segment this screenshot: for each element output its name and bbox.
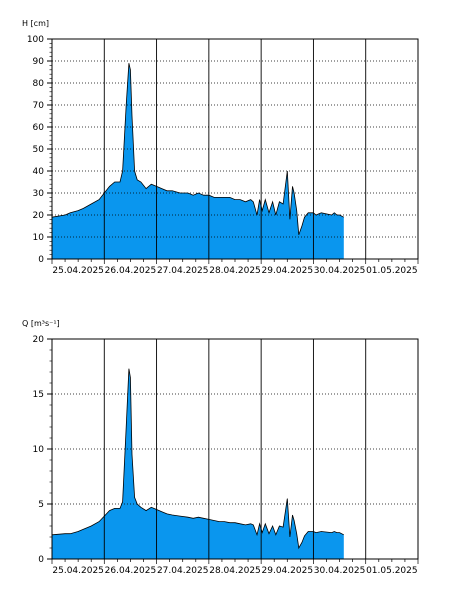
chart-2-panel: 0 5 10 15 20 25.04.2025 26.04.2025 27.04.2025 28… [33, 335, 419, 576]
chart-1-x-tick-label: 28.04.2025 [209, 266, 261, 276]
chart-1-panel: 0 10 20 30 40 50 60 70 80 90 100 25.04.2025 26.04.20… [27, 35, 419, 276]
chart-1-area-fill [52, 63, 344, 260]
chart-1-y-tick-label: 40 [33, 167, 45, 177]
chart-2-y-axis-title: Q [m³s⁻¹] [22, 319, 60, 328]
chart-1-x-tick-label: 01.05.2025 [366, 266, 418, 276]
chart-1-y-tick-label: 50 [33, 145, 45, 155]
chart-1-y-tick-label: 100 [27, 35, 44, 45]
chart-1-series-line [51, 63, 344, 235]
chart-1-y-tick-label: 0 [38, 255, 44, 265]
chart-2-y-tick-label: 0 [38, 555, 44, 565]
chart-1-frame [51, 38, 419, 260]
chart-1-y-axis-title: H [cm] [22, 19, 49, 28]
chart-1-y-tick-label: 70 [33, 101, 45, 111]
chart-2-x-tick-label: 26.04.2025 [105, 566, 157, 576]
chart-1-y-tick-label: 20 [33, 211, 45, 221]
chart-2-area-fill [52, 368, 344, 559]
chart-2-y-tick-label: 10 [33, 445, 45, 455]
chart-1-x-tick-label: 25.04.2025 [52, 266, 104, 276]
chart-2-y-tick-label: 5 [38, 500, 44, 510]
chart-2-y-tick-label: 20 [33, 335, 45, 345]
chart-2-x-tick-label: 01.05.2025 [366, 566, 418, 576]
chart-1-y-tick-label: 60 [33, 123, 45, 133]
chart-1-x-tick-label: 30.04.2025 [314, 266, 366, 276]
chart-2-series-line [51, 368, 344, 550]
chart-2-x-tick-label: 29.04.2025 [262, 566, 314, 576]
chart-1-x-tick-label: 27.04.2025 [157, 266, 209, 276]
chart-2-x-tick-label: 30.04.2025 [314, 566, 366, 576]
chart-1-x-tick-label: 29.04.2025 [262, 266, 314, 276]
chart-2-x-tick-label: 27.04.2025 [157, 566, 209, 576]
chart-1-y-tick-label: 80 [33, 79, 45, 89]
chart-2-x-tick-label: 25.04.2025 [52, 566, 104, 576]
chart-1-y-tick-label: 30 [33, 189, 45, 199]
chart-2-x-tick-label: 28.04.2025 [209, 566, 261, 576]
chart-2-y-tick-label: 15 [33, 390, 44, 400]
chart-1-x-tick-label: 26.04.2025 [105, 266, 157, 276]
chart-1-y-tick-label: 10 [33, 233, 45, 243]
chart-1-y-tick-label: 90 [33, 57, 45, 67]
chart-2-frame [51, 338, 419, 560]
